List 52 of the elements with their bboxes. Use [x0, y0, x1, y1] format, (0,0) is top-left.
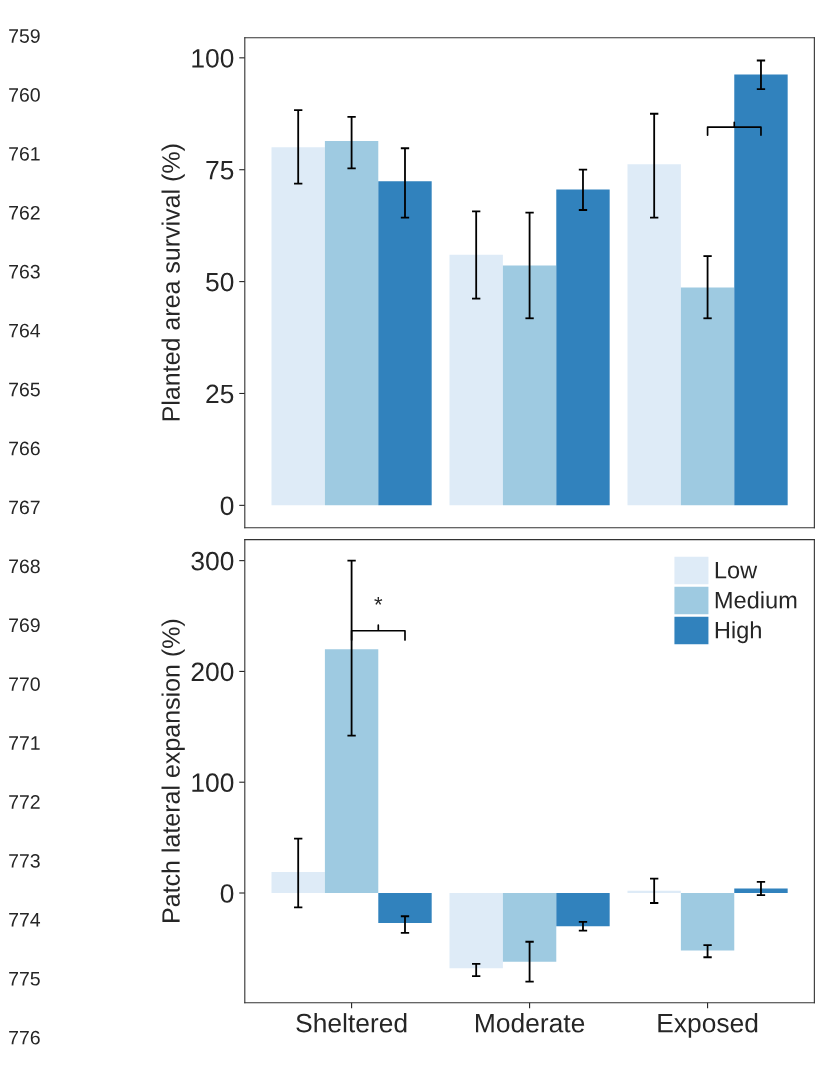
text: 769	[9, 618, 40, 633]
y-tick-label: 200	[191, 662, 234, 682]
text: 760	[9, 88, 40, 102]
text: 774	[9, 913, 41, 927]
bar	[734, 74, 788, 506]
text: 766	[9, 441, 40, 456]
text: 776	[9, 1030, 40, 1045]
y-tick-label: 75	[206, 161, 234, 180]
bar	[324, 649, 379, 893]
x-tick-label: Exposed	[658, 1013, 758, 1038]
y-axis-title: Patch lateral expansion (%)	[161, 619, 185, 922]
y-tick-label: 100	[192, 773, 234, 793]
y-tick-label: 100	[192, 48, 234, 68]
bar	[378, 893, 432, 923]
y-tick-label: 0	[220, 884, 234, 903]
text: 768	[9, 559, 40, 574]
bar	[324, 141, 379, 506]
text: 772	[9, 795, 40, 809]
legend-label: Medium	[715, 591, 797, 609]
x-tick-label: Sheltered	[296, 1013, 407, 1033]
legend-label: High	[715, 621, 761, 644]
bar	[271, 871, 325, 893]
text: 767	[9, 500, 40, 515]
legend-label: Low	[715, 562, 758, 579]
text: 764	[9, 323, 41, 338]
bar	[680, 287, 735, 506]
bar	[680, 893, 735, 951]
text: 765	[9, 382, 40, 397]
text: 773	[9, 854, 40, 868]
bar	[449, 254, 503, 506]
bar	[627, 164, 681, 506]
y-tick-label: 25	[206, 384, 234, 404]
bar	[502, 265, 557, 506]
bar	[449, 893, 503, 969]
y-axis-title: Planted area survival (%)	[161, 144, 185, 421]
x-tick-label: Moderate	[476, 1013, 585, 1033]
text: 761	[9, 146, 40, 161]
text: 770	[9, 677, 40, 692]
y-tick-label: 50	[206, 272, 234, 292]
bar	[502, 893, 557, 962]
text: 762	[9, 205, 40, 220]
text: 759	[9, 29, 40, 43]
bar	[556, 893, 610, 927]
bar	[378, 181, 432, 506]
bar	[271, 147, 325, 506]
annotation: *	[374, 596, 383, 605]
text: 771	[9, 736, 40, 750]
y-tick-label: 300	[191, 551, 234, 571]
text: 763	[9, 264, 40, 279]
bar	[556, 189, 610, 506]
text: 775	[9, 972, 40, 986]
y-tick-label: 0	[220, 496, 234, 516]
